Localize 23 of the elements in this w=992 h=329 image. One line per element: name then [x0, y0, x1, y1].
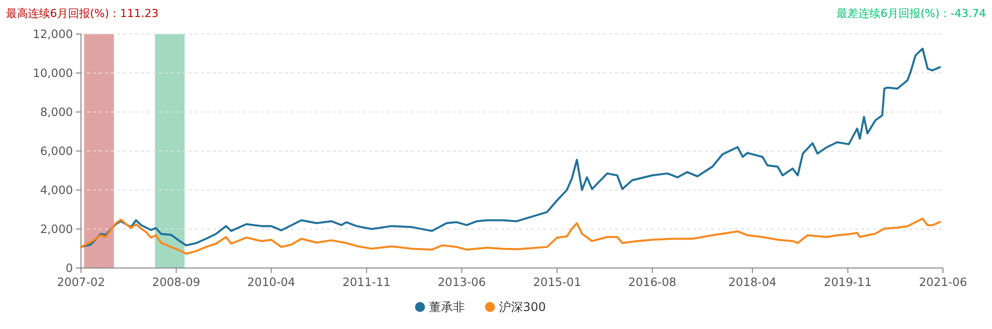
x-tick-label: 2015-01	[533, 275, 582, 289]
x-tick-label: 2019-11	[824, 275, 872, 289]
x-tick-label: 2011-11	[342, 275, 391, 289]
line-series	[80, 218, 941, 255]
y-tick-label: 0	[66, 261, 73, 275]
text: 最高连续6月回报(%)：111.23	[6, 7, 159, 20]
y-tick-label: 2,000	[40, 222, 73, 236]
y-tick-label: 10,000	[32, 66, 73, 80]
x-tick-label: 2008-09	[152, 275, 200, 289]
legend-label: 董承非	[429, 300, 465, 314]
x-tick-label: 2013-06	[438, 275, 486, 289]
y-tick-label: 6,000	[40, 144, 73, 158]
y-tick-label: 12,000	[32, 27, 73, 41]
x-tick-label: 2010-04	[247, 275, 296, 289]
x-tick-label: 2007-02	[56, 275, 106, 289]
y-tick-label: 4,000	[40, 183, 73, 197]
text: 最差连续6月回报(%)：-43.74	[836, 7, 986, 20]
x-tick-label: 2021-06	[918, 275, 968, 289]
x-tick-label: 2016-08	[628, 275, 676, 289]
line-series	[80, 48, 941, 248]
y-tick-label: 8,000	[40, 105, 73, 119]
legend-label: 沪深300	[499, 300, 546, 314]
x-tick-label: 2018-04	[728, 275, 776, 289]
